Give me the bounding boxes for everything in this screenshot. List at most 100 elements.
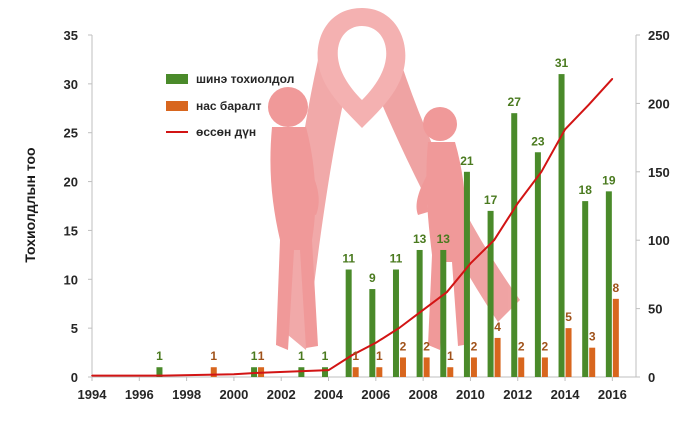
cumulative-point (422, 309, 424, 311)
cumulative-point (256, 372, 259, 374)
deaths-label: 2 (471, 339, 478, 353)
x-tick-label: 2000 (219, 387, 248, 402)
new-cases-label: 23 (531, 134, 545, 148)
deaths-bar (447, 367, 454, 377)
new-cases-label: 1 (156, 349, 163, 363)
deaths-label: 2 (542, 339, 549, 353)
legend-label-new: шинэ тохиолдол (196, 72, 294, 86)
deaths-bar (470, 357, 477, 377)
y2-tick-label: 200 (648, 96, 670, 111)
x-tick-label: 1996 (125, 387, 154, 402)
new-cases-bar (582, 201, 589, 377)
cumulative-point (611, 77, 614, 80)
x-tick-label: 2006 (361, 387, 390, 402)
deaths-bar (541, 357, 548, 377)
new-cases-label: 1 (322, 349, 329, 363)
new-cases-bar (463, 171, 470, 377)
y-tick-label: 5 (71, 321, 78, 336)
new-cases-label: 31 (555, 56, 569, 70)
new-cases-bar (392, 269, 399, 377)
y-tick-label: 30 (64, 77, 78, 92)
deaths-bar (352, 367, 359, 377)
x-tick-label: 2012 (503, 387, 532, 402)
x-tick-label: 1998 (172, 387, 201, 402)
x-tick-label: 2010 (456, 387, 485, 402)
new-cases-label: 21 (460, 154, 474, 168)
deaths-label: 2 (400, 339, 407, 353)
deaths-label: 1 (376, 349, 383, 363)
new-cases-label: 27 (508, 95, 522, 109)
x-tick-label: 2016 (598, 387, 627, 402)
new-cases-label: 17 (484, 193, 498, 207)
y-axis-title: Тохиолдлын тоо (22, 147, 38, 262)
y2-tick-label: 50 (648, 302, 662, 317)
y-tick-label: 35 (64, 28, 78, 43)
new-cases-label: 13 (413, 232, 427, 246)
y-tick-label: 15 (64, 223, 78, 238)
deaths-label: 1 (210, 349, 217, 363)
figure-left-head (268, 87, 308, 127)
legend-label-deaths: нас баралт (196, 99, 262, 113)
awareness-ribbon-illustration (268, 8, 520, 350)
deaths-label: 2 (423, 339, 430, 353)
deaths-bar (210, 367, 217, 377)
figure-right-body (426, 142, 469, 350)
new-cases-bars (156, 74, 612, 378)
cumulative-point (445, 291, 448, 293)
new-cases-bar (156, 367, 163, 377)
legend: шинэ тохиолдол нас баралт өссөн дүн (166, 72, 294, 139)
figure-right-head (423, 107, 457, 141)
deaths-label: 2 (518, 339, 525, 353)
figure-right-arm (416, 170, 436, 215)
new-cases-bar (534, 152, 541, 377)
new-cases-bar (558, 74, 565, 377)
deaths-label: 5 (565, 310, 572, 324)
deaths-bar (612, 298, 619, 377)
y-tick-label: 10 (64, 272, 78, 287)
deaths-bar (589, 347, 596, 377)
cumulative-point (351, 354, 353, 356)
deaths-bar (565, 328, 572, 377)
new-cases-label: 1 (251, 349, 258, 363)
x-tick-label: 2002 (267, 387, 296, 402)
deaths-bars (210, 298, 619, 377)
x-tick-label: 2004 (314, 387, 344, 402)
cumulative-point (375, 342, 377, 344)
new-cases-label: 11 (390, 252, 403, 266)
new-cases-label: 18 (579, 183, 593, 197)
cumulative-point (587, 103, 590, 106)
deaths-label: 3 (589, 330, 596, 344)
deaths-bar (376, 367, 383, 377)
new-cases-label: 9 (369, 271, 376, 285)
deaths-label: 4 (494, 320, 501, 334)
new-cases-label: 13 (437, 232, 451, 246)
new-cases-bar (322, 367, 329, 377)
deaths-bar (399, 357, 406, 377)
new-cases-bar (369, 289, 376, 377)
y2-tick-label: 250 (648, 28, 670, 43)
deaths-label: 1 (447, 349, 454, 363)
deaths-bar (518, 357, 525, 377)
y-tick-label: 25 (64, 126, 78, 141)
cumulative-point (564, 128, 566, 131)
new-cases-label: 1 (298, 349, 305, 363)
x-tick-label: 2014 (551, 387, 581, 402)
figure-left-arm (298, 160, 319, 215)
deaths-label: 8 (613, 281, 620, 295)
cumulative-point (540, 171, 543, 173)
cumulative-point (91, 374, 93, 377)
cumulative-point (469, 262, 472, 265)
deaths-label: 1 (352, 349, 359, 363)
legend-swatch-deaths (166, 101, 188, 111)
cumulative-point (398, 326, 401, 329)
cumulative-line (91, 77, 614, 377)
new-cases-label: 19 (602, 173, 616, 187)
x-tick-label: 1994 (78, 387, 108, 402)
y2-tick-label: 0 (648, 370, 655, 385)
cumulative-point (327, 369, 330, 371)
deaths-bar (494, 337, 501, 377)
cumulative-point (233, 373, 235, 376)
